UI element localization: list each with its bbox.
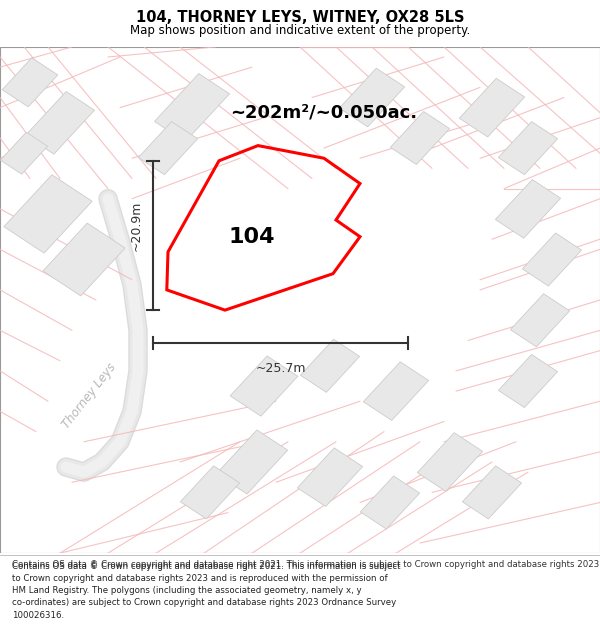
Polygon shape [43, 223, 125, 296]
Text: Contains OS data © Crown copyright and database right 2021. This information is : Contains OS data © Crown copyright and d… [12, 562, 401, 571]
Polygon shape [418, 432, 482, 491]
Polygon shape [361, 476, 419, 529]
Polygon shape [499, 354, 557, 408]
Polygon shape [391, 111, 449, 164]
Polygon shape [340, 68, 404, 127]
Polygon shape [496, 179, 560, 238]
Polygon shape [217, 430, 287, 494]
Polygon shape [25, 91, 95, 154]
Text: ~20.9m: ~20.9m [129, 200, 142, 251]
Polygon shape [230, 356, 298, 416]
Polygon shape [139, 122, 197, 174]
Text: Contains OS data © Crown copyright and database right 2021. This information is : Contains OS data © Crown copyright and d… [12, 560, 600, 569]
Text: ~25.7m: ~25.7m [255, 362, 306, 375]
Polygon shape [460, 78, 524, 137]
Polygon shape [499, 122, 557, 174]
Polygon shape [1, 132, 47, 174]
Polygon shape [154, 74, 230, 142]
Text: to Crown copyright and database rights 2023 and is reproduced with the permissio: to Crown copyright and database rights 2… [12, 574, 388, 583]
Polygon shape [463, 466, 521, 519]
Text: Map shows position and indicative extent of the property.: Map shows position and indicative extent… [130, 24, 470, 36]
Text: 104: 104 [229, 227, 275, 247]
Polygon shape [298, 448, 362, 506]
Text: Thorney Leys: Thorney Leys [60, 361, 119, 431]
Text: HM Land Registry. The polygons (including the associated geometry, namely x, y: HM Land Registry. The polygons (includin… [12, 586, 362, 595]
Polygon shape [511, 294, 569, 347]
Text: 104, THORNEY LEYS, WITNEY, OX28 5LS: 104, THORNEY LEYS, WITNEY, OX28 5LS [136, 10, 464, 25]
Text: ~202m²/~0.050ac.: ~202m²/~0.050ac. [230, 104, 418, 122]
Polygon shape [181, 466, 239, 519]
Polygon shape [2, 58, 58, 107]
Polygon shape [523, 233, 581, 286]
Text: co-ordinates) are subject to Crown copyright and database rights 2023 Ordnance S: co-ordinates) are subject to Crown copyr… [12, 598, 396, 608]
Polygon shape [364, 362, 428, 421]
Polygon shape [4, 175, 92, 253]
Polygon shape [301, 339, 359, 392]
Text: 100026316.: 100026316. [12, 611, 64, 619]
